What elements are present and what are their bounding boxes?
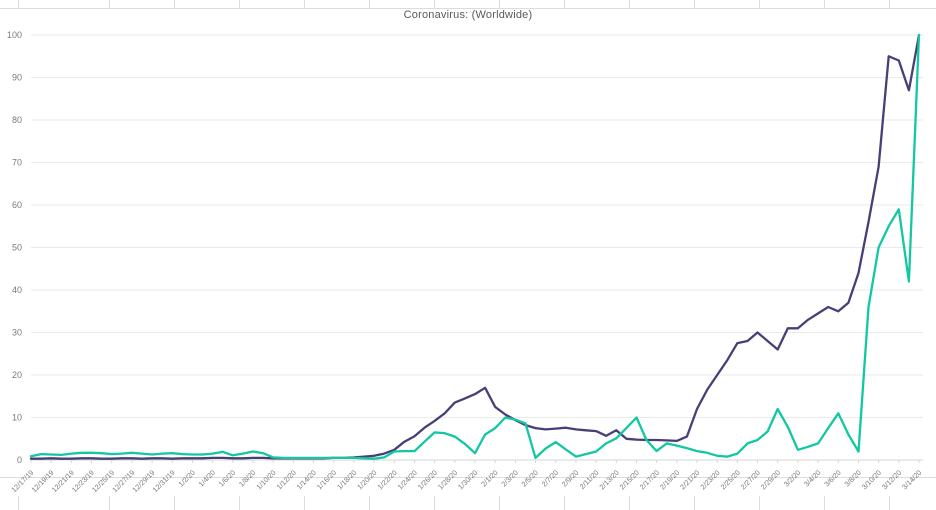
x-tick-label: 1/4/20 (197, 468, 217, 488)
x-tick-label: 2/17/20 (638, 468, 661, 491)
x-tick-label: 1/22/20 (375, 468, 398, 491)
y-tick-label: 40 (12, 285, 22, 295)
x-tick-label: 3/12/20 (880, 468, 903, 491)
x-tick-label: 2/1/20 (479, 468, 499, 488)
chart-title: Coronavirus: (Worldwide) (403, 9, 533, 21)
x-tick-label: 2/23/20 (698, 468, 721, 491)
x-tick-label: 3/4/20 (802, 468, 822, 488)
x-tick-label: 1/30/20 (456, 468, 479, 491)
x-tick-label: 1/18/20 (335, 468, 358, 491)
series-teal-line (29, 33, 921, 460)
x-tick-label: 2/15/20 (618, 468, 641, 491)
x-tick-label: 2/11/20 (578, 468, 601, 491)
x-tick-label: 1/16/20 (315, 468, 338, 491)
worksheet-gridline-ticks-top (0, 0, 936, 8)
chart-bottom-border (0, 477, 936, 478)
y-tick-label: 80 (12, 115, 22, 125)
y-tick-label: 30 (12, 328, 22, 338)
y-tick-label: 90 (12, 73, 22, 83)
x-tick-label: 1/12/20 (274, 468, 297, 491)
x-tick-label: 1/10/20 (254, 468, 277, 491)
x-tick-label: 1/14/20 (295, 468, 318, 491)
x-tick-label: 3/10/20 (860, 468, 883, 491)
x-tick-label: 3/14/20 (900, 468, 923, 491)
x-tick-label: 1/28/20 (436, 468, 459, 491)
x-tick-label: 2/29/20 (759, 468, 782, 491)
x-tick-label: 1/24/20 (396, 468, 419, 491)
x-tick-label: 3/2/20 (782, 468, 802, 488)
x-tick-label: 2/27/20 (739, 468, 762, 491)
y-tick-label: 50 (12, 243, 22, 253)
y-tick-label: 10 (12, 413, 22, 423)
x-tick-label: 2/19/20 (658, 468, 681, 491)
x-tick-label: 2/21/20 (678, 468, 701, 491)
x-tick-label: 3/6/20 (822, 468, 842, 488)
x-tick-label: 2/5/20 (519, 468, 539, 488)
x-tick-label: 1/2/20 (176, 468, 196, 488)
x-tick-label: 1/6/20 (217, 468, 237, 488)
x-tick-label: 1/20/20 (355, 468, 378, 491)
x-tick-label: 2/3/20 (499, 468, 519, 488)
x-tick-label: 2/7/20 (540, 468, 560, 488)
y-tick-label: 100 (7, 30, 22, 40)
x-tick-label: 2/13/20 (597, 468, 620, 491)
worksheet-gridline-ticks-bottom (0, 496, 936, 510)
x-tick-label: 1/26/20 (416, 468, 439, 491)
x-tick-label: 2/25/20 (718, 468, 741, 491)
chart-top-border (0, 8, 936, 9)
x-tick-label: 12/31/19 (151, 468, 177, 494)
y-tick-label: 0 (17, 455, 22, 465)
series-purple-line (29, 33, 921, 460)
y-tick-label: 20 (12, 370, 22, 380)
y-tick-label: 60 (12, 200, 22, 210)
y-tick-label: 70 (12, 158, 22, 168)
